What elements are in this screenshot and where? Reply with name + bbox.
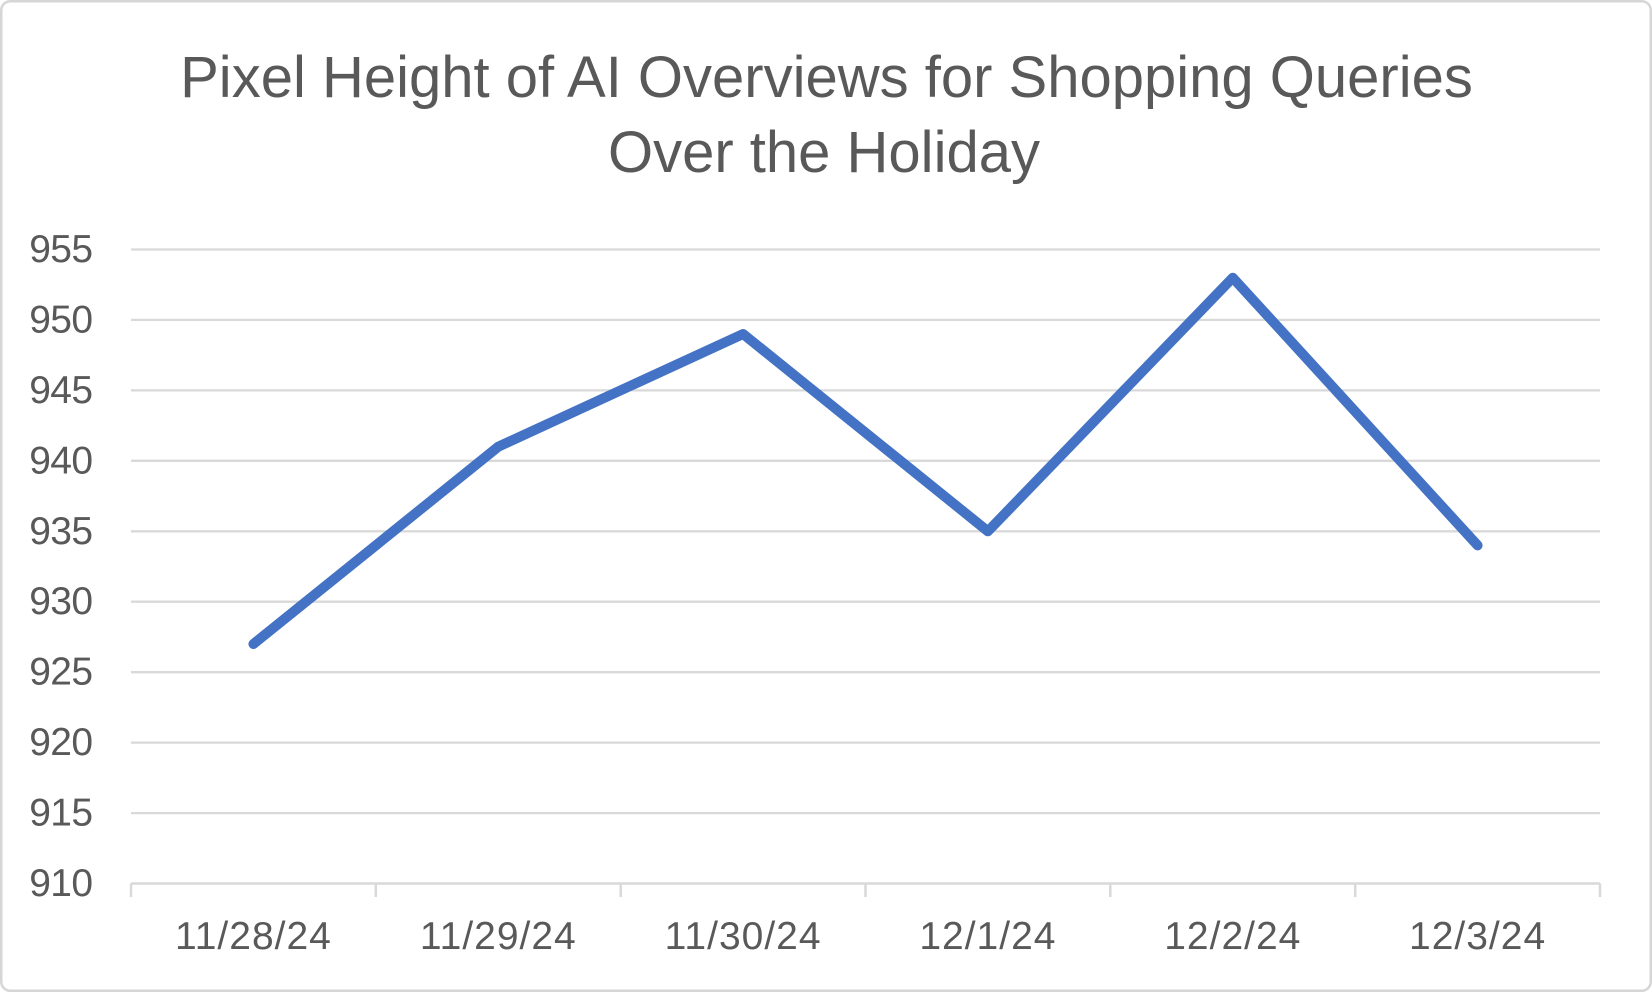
svg-text:Over the Holiday: Over the Holiday — [608, 120, 1040, 185]
svg-text:925: 925 — [29, 651, 92, 694]
svg-text:920: 920 — [29, 721, 92, 764]
svg-text:11/28/24: 11/28/24 — [175, 915, 332, 958]
svg-text:910: 910 — [29, 862, 92, 905]
svg-text:12/2/24: 12/2/24 — [1164, 915, 1301, 958]
svg-text:11/29/24: 11/29/24 — [420, 915, 577, 958]
svg-text:12/1/24: 12/1/24 — [919, 915, 1056, 958]
svg-text:Pixel Height of AI Overviews f: Pixel Height of AI Overviews for Shoppin… — [180, 45, 1473, 110]
svg-text:945: 945 — [29, 369, 92, 412]
svg-text:955: 955 — [29, 228, 92, 271]
svg-text:950: 950 — [29, 298, 92, 341]
svg-text:940: 940 — [29, 439, 92, 482]
svg-text:915: 915 — [29, 792, 92, 835]
svg-text:935: 935 — [29, 510, 92, 553]
svg-text:12/3/24: 12/3/24 — [1409, 915, 1546, 958]
svg-text:930: 930 — [29, 580, 92, 623]
svg-text:11/30/24: 11/30/24 — [665, 915, 822, 958]
